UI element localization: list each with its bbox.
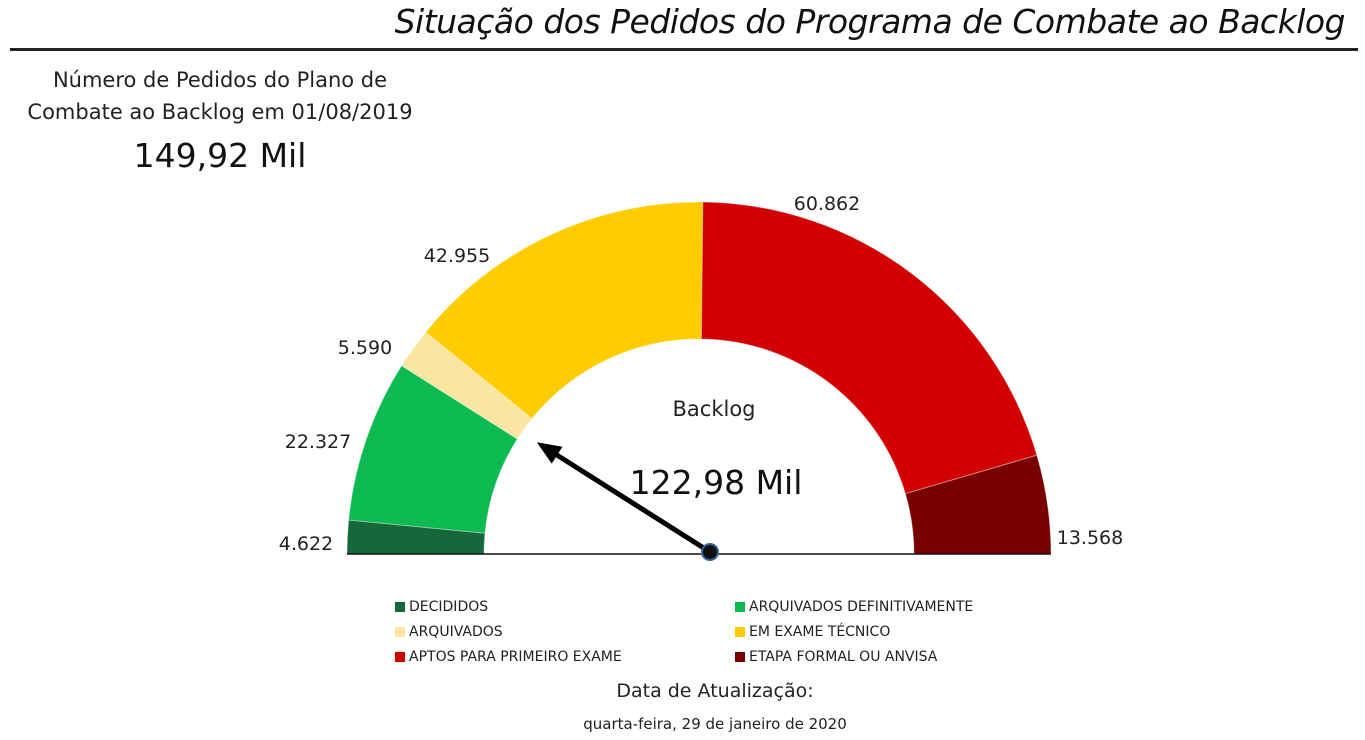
data-label-em-exame-tecnico: 42.955 <box>424 245 490 267</box>
legend-swatch <box>735 627 745 637</box>
gauge-segment-aptos-primeiro-exame <box>701 202 1036 494</box>
legend-item-etapa-formal-anvisa: ETAPA FORMAL OU ANVISA <box>735 647 1035 667</box>
needle-value: 122,98 Mil <box>630 463 803 502</box>
legend-swatch <box>735 652 745 662</box>
legend-swatch <box>735 602 745 612</box>
needle-pivot <box>702 544 718 560</box>
legend: DECIDIDOS ARQUIVADOS DEFINITIVAMENTE ARQ… <box>395 597 1035 667</box>
data-label-decididos: 4.622 <box>279 533 333 555</box>
legend-swatch <box>395 602 405 612</box>
legend-label: EM EXAME TÉCNICO <box>749 624 890 640</box>
needle-label: Backlog <box>673 397 756 421</box>
legend-item-arquivados-definitivamente: ARQUIVADOS DEFINITIVAMENTE <box>735 597 1035 617</box>
data-label-aptos-primeiro-exame: 60.862 <box>794 193 860 215</box>
legend-item-aptos-primeiro-exame: APTOS PARA PRIMEIRO EXAME <box>395 647 735 667</box>
legend-label: APTOS PARA PRIMEIRO EXAME <box>409 649 622 665</box>
legend-label: ETAPA FORMAL OU ANVISA <box>749 649 937 665</box>
legend-swatch <box>395 652 405 662</box>
legend-item-em-exame-tecnico: EM EXAME TÉCNICO <box>735 622 1035 642</box>
needle-arrowhead <box>537 442 563 463</box>
data-label-arquivados: 5.590 <box>338 337 392 359</box>
update-date: quarta-feira, 29 de janeiro de 2020 <box>0 715 1365 733</box>
data-label-arquivados-definitivamente: 22.327 <box>285 431 351 453</box>
legend-label: ARQUIVADOS DEFINITIVAMENTE <box>749 599 973 615</box>
data-label-etapa-formal-anvisa: 13.568 <box>1057 527 1123 549</box>
legend-item-arquivados: ARQUIVADOS <box>395 622 735 642</box>
legend-item-decididos: DECIDIDOS <box>395 597 735 617</box>
update-label: Data de Atualização: <box>0 680 1365 702</box>
legend-label: ARQUIVADOS <box>409 624 503 640</box>
legend-label: DECIDIDOS <box>409 599 488 615</box>
legend-swatch <box>395 627 405 637</box>
